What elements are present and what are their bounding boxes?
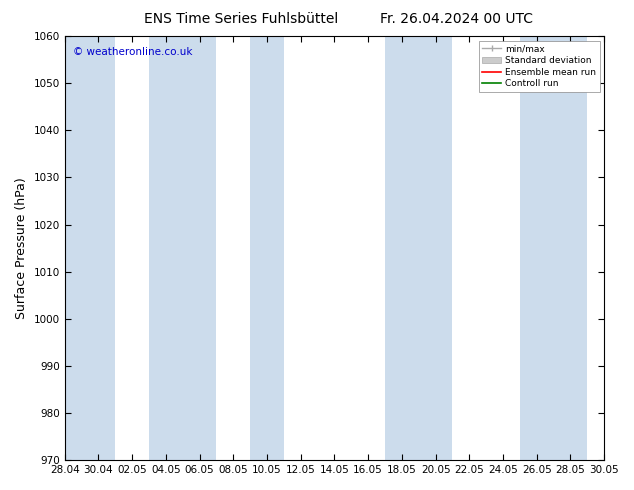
Y-axis label: Surface Pressure (hPa): Surface Pressure (hPa): [15, 177, 28, 319]
Text: ENS Time Series Fuhlsbüttel: ENS Time Series Fuhlsbüttel: [144, 12, 338, 26]
Bar: [385, 36, 453, 460]
Bar: [65, 36, 115, 460]
Text: Fr. 26.04.2024 00 UTC: Fr. 26.04.2024 00 UTC: [380, 12, 533, 26]
Text: © weatheronline.co.uk: © weatheronline.co.uk: [73, 47, 192, 57]
Legend: min/max, Standard deviation, Ensemble mean run, Controll run: min/max, Standard deviation, Ensemble me…: [479, 41, 600, 92]
Bar: [520, 36, 587, 460]
Bar: [250, 36, 284, 460]
Bar: [149, 36, 216, 460]
